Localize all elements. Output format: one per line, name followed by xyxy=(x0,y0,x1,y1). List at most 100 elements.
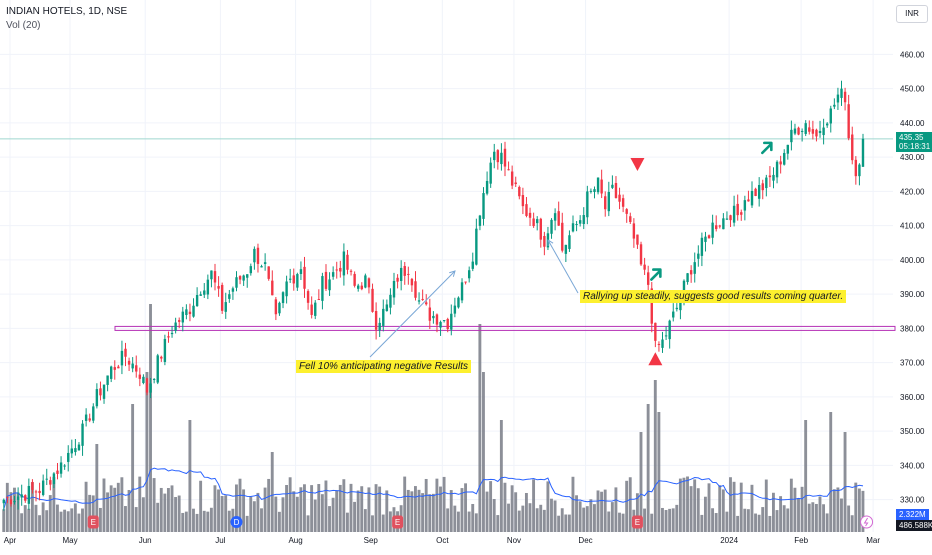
volume-bar xyxy=(703,496,707,532)
volume-bar xyxy=(360,486,364,532)
candle-body xyxy=(242,275,245,281)
candle-body xyxy=(199,294,202,296)
volume-bar xyxy=(267,478,271,532)
volume-bar xyxy=(689,486,693,532)
candle-body xyxy=(2,499,5,504)
x-tick-label: Dec xyxy=(578,536,592,545)
candle-body xyxy=(604,196,607,210)
volume-bar xyxy=(664,510,668,532)
candle-body xyxy=(374,311,378,330)
candle-body xyxy=(84,414,88,421)
candle-body xyxy=(818,130,822,134)
earnings-event-marker xyxy=(631,515,643,529)
candle-body xyxy=(92,406,95,421)
candle-body xyxy=(553,213,557,221)
candle-body xyxy=(575,224,578,226)
volume-bar xyxy=(317,484,321,532)
y-axis: 330.00 340.00 350.00 360.00 370.00 380.00 390.… xyxy=(900,50,925,504)
volume-bar xyxy=(328,506,331,532)
volume-bar xyxy=(424,478,428,532)
volume-bar xyxy=(750,484,754,532)
candle-body xyxy=(815,129,818,137)
candle-body xyxy=(747,199,750,202)
volume-bar xyxy=(861,490,865,532)
candle-body xyxy=(314,302,317,316)
candle-body xyxy=(754,188,757,196)
candle-body xyxy=(41,480,45,495)
volume-bar xyxy=(496,515,500,532)
volume-bar xyxy=(725,511,729,532)
volume-bar xyxy=(206,511,210,532)
candle-body xyxy=(67,452,70,462)
volume-bar xyxy=(84,481,88,532)
volume-bar xyxy=(850,515,854,532)
volume-bar xyxy=(546,481,550,532)
candle-body xyxy=(439,321,442,328)
volume-bar xyxy=(782,505,786,532)
candle-body xyxy=(571,223,575,232)
candle-body xyxy=(765,177,768,189)
candle-body xyxy=(493,151,496,161)
x-tick-label: Apr xyxy=(4,536,17,545)
currency-selector[interactable]: INR xyxy=(896,5,928,23)
volume-bar xyxy=(596,490,600,532)
candle-body xyxy=(843,91,847,103)
candle-body xyxy=(131,363,134,369)
volume-bar xyxy=(102,478,106,532)
volume-bar xyxy=(743,508,747,532)
volume-bar xyxy=(41,502,45,532)
candle-body xyxy=(88,418,91,421)
candle-body xyxy=(16,496,20,500)
volume-bar xyxy=(95,444,99,532)
volume-bar xyxy=(464,483,467,532)
candle-body xyxy=(421,298,424,300)
candle-body xyxy=(263,262,267,265)
volume-bar xyxy=(449,490,453,532)
candle-body xyxy=(482,193,485,219)
volume-bar xyxy=(335,490,339,532)
candle-body xyxy=(292,275,295,284)
y-tick-label: 350.00 xyxy=(900,427,925,436)
candle-body xyxy=(156,355,159,383)
y-tick-label: 420.00 xyxy=(900,187,925,196)
candle-body xyxy=(790,129,793,143)
x-tick-label: Sep xyxy=(364,536,379,545)
volume-bar xyxy=(625,480,629,532)
candle-body xyxy=(510,171,514,186)
volume-bar xyxy=(34,504,38,532)
volume-bar xyxy=(113,487,117,532)
candle-body xyxy=(135,365,138,372)
volume-bar xyxy=(736,515,740,532)
volume-bar xyxy=(338,484,342,532)
candle-body xyxy=(346,254,349,270)
candle-body xyxy=(646,272,650,285)
volume-bar xyxy=(131,404,135,532)
volume-bar xyxy=(299,487,303,532)
volume-bar xyxy=(177,495,181,532)
volume-bar xyxy=(285,485,288,532)
candle-body xyxy=(629,216,632,222)
candle-body xyxy=(321,276,324,301)
dividend-event-marker xyxy=(230,516,243,528)
volume-bar xyxy=(353,501,357,532)
volume-bar xyxy=(209,507,213,532)
candle-body xyxy=(596,177,600,193)
event-markers: EDEEE xyxy=(87,515,874,529)
candle-body xyxy=(639,244,643,265)
candle-body xyxy=(6,496,9,498)
volume-bar xyxy=(181,512,185,532)
candle-body xyxy=(49,480,52,485)
volume-bar xyxy=(567,514,571,532)
volume-bar xyxy=(270,452,274,532)
candle-body xyxy=(145,378,149,393)
candle-body xyxy=(503,148,507,167)
candle-body xyxy=(804,123,807,134)
volume-bar xyxy=(822,504,825,532)
candle-body xyxy=(851,134,854,161)
volume-bar xyxy=(331,497,335,532)
candle-body xyxy=(34,491,38,493)
candle-body xyxy=(625,209,628,214)
candle-body xyxy=(478,215,482,226)
